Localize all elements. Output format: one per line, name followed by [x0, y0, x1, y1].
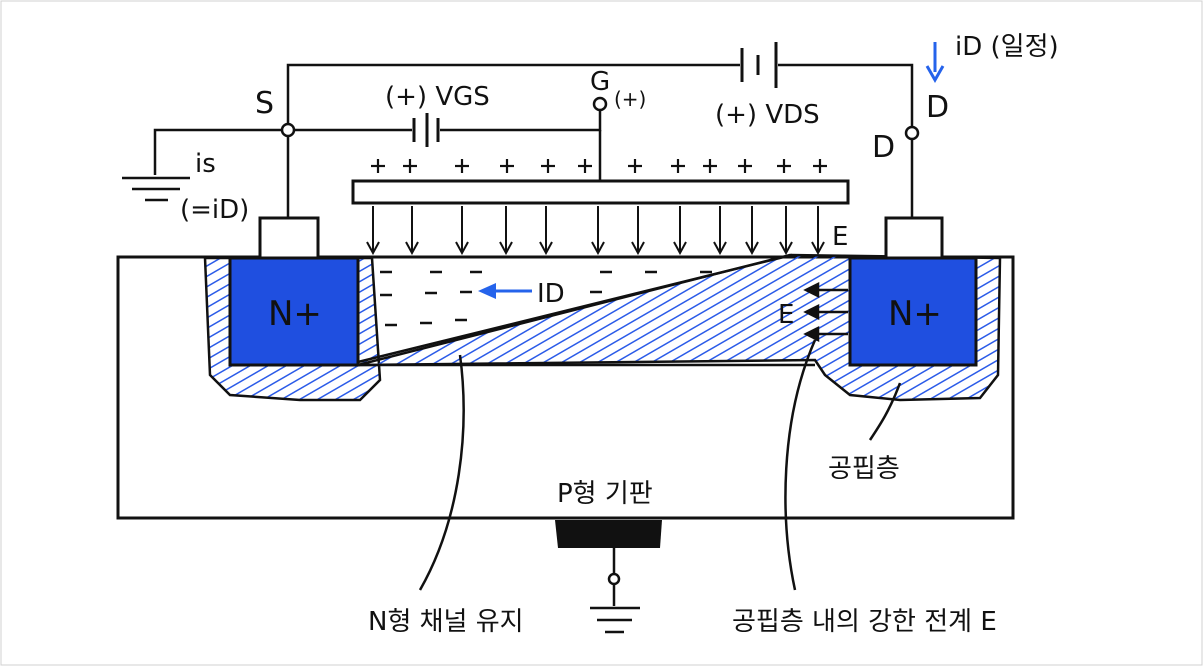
id-const-label: iD (일정)	[955, 32, 1059, 62]
is-eq-label: (=iD)	[180, 195, 249, 225]
pinch-line	[357, 253, 793, 364]
field-arrow-head	[673, 241, 687, 256]
drain-terminal	[904, 125, 920, 141]
nplus-right-label: N+	[888, 294, 942, 334]
e-top-label: E	[832, 222, 848, 252]
field-arrow-head	[539, 241, 553, 256]
gate-polarity-label: (+)	[614, 87, 646, 111]
gate-charges	[371, 159, 827, 173]
field-arrow-head	[591, 241, 605, 256]
id-const-arrow-head	[925, 65, 945, 84]
drain-label: D	[872, 130, 895, 165]
field-arrow-head	[499, 241, 513, 256]
is-label: is	[195, 149, 216, 179]
vgs-label: (+) VGS	[385, 82, 490, 112]
field-arrow-head	[745, 241, 759, 256]
field-arrow-head	[713, 241, 727, 256]
field-arrow-head	[366, 241, 380, 256]
gate-label: G	[590, 67, 610, 97]
gate-terminal	[592, 96, 608, 112]
channel-leader	[418, 354, 465, 591]
field-note-label: 공핍층 내의 강한 전계 E	[732, 607, 997, 637]
vds-battery	[740, 42, 778, 88]
field-arrow-head	[405, 241, 419, 256]
source-label: S	[255, 86, 274, 121]
source-contact	[258, 216, 320, 260]
nplus-left-region	[228, 256, 360, 367]
drain-contact	[884, 216, 944, 260]
e-side-label: E	[778, 300, 794, 330]
body-ground-icon	[590, 606, 640, 634]
gate-field-arrows	[366, 206, 825, 256]
field-leader	[784, 339, 817, 591]
vgs-battery	[412, 113, 440, 147]
gate-plate	[351, 179, 850, 205]
source-terminal	[280, 122, 296, 138]
substrate-label: P형 기판	[557, 479, 653, 509]
field-arrow-head	[811, 241, 825, 256]
depletion-leader	[868, 382, 902, 441]
drain-top-label: D	[926, 90, 949, 125]
id-channel-label: ID	[537, 279, 565, 309]
id-arrow-head	[478, 283, 496, 299]
vds-label: (+) VDS	[715, 100, 820, 130]
nplus-right-region	[848, 256, 978, 367]
nplus-left-label: N+	[268, 294, 322, 334]
source-ground-icon	[122, 176, 190, 202]
field-arrow-head	[631, 241, 645, 256]
field-arrow-head	[455, 241, 469, 256]
lateral-field-arrows	[803, 281, 848, 343]
depletion-label: 공핍층	[828, 454, 900, 484]
field-arrow-head	[779, 241, 793, 256]
channel-electrons	[380, 270, 712, 327]
body-terminal	[607, 572, 621, 586]
channel-note-label: N형 채널 유지	[368, 607, 524, 637]
body-contact	[555, 520, 662, 548]
wiring	[153, 63, 914, 218]
